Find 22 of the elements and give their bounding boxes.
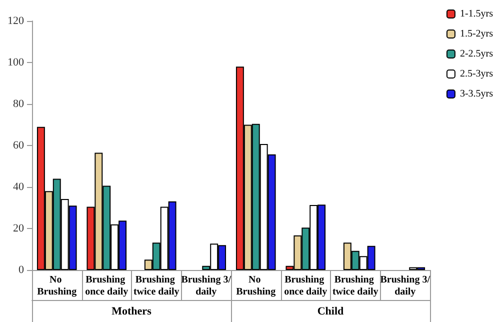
- y-tick-label: 100: [8, 56, 24, 68]
- x-tick-label: Brushing once daily: [85, 274, 128, 298]
- x-tick-label: No Brushing: [236, 274, 276, 298]
- legend-label: 1.5-2yrs: [460, 28, 494, 40]
- legend-label: 2.5-3yrs: [460, 68, 494, 80]
- y-tick-label: 60: [13, 140, 24, 152]
- x-tick-label: Brushing 3/daily: [380, 274, 430, 298]
- x-tick-label: Brushing once daily: [284, 274, 328, 298]
- text: Child: [317, 306, 344, 318]
- y-tick-label: 120: [8, 15, 24, 27]
- legend-label: 2-2.5yrs: [460, 48, 494, 60]
- text: Mothers: [112, 306, 152, 318]
- x-tick-label: Brushing twice daily: [332, 274, 378, 298]
- y-tick-label: 40: [13, 181, 24, 193]
- x-tick-label: Brushing twice daily: [133, 274, 180, 298]
- legend-label: 3-3.5yrs: [460, 88, 494, 100]
- y-tick-label: 80: [13, 98, 24, 110]
- y-tick-label: 0: [18, 264, 24, 276]
- x-tick-label: Brushing 3/daily: [181, 274, 232, 298]
- x-tick-label: No Brushing: [37, 274, 77, 298]
- legend-label: 1-1.5yrs: [460, 8, 494, 20]
- y-tick-label: 20: [13, 222, 24, 234]
